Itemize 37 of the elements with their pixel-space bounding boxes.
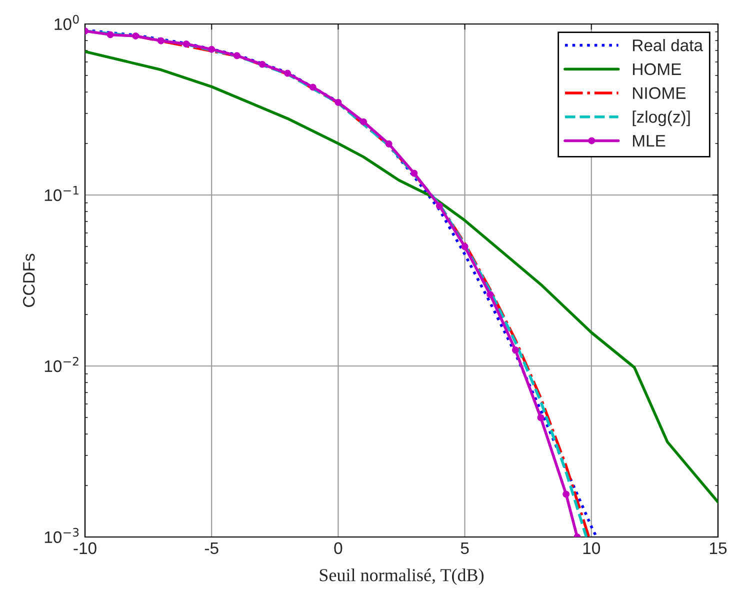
x-tick-label: 15 [710, 542, 727, 554]
point [512, 346, 519, 354]
legend-label: [zlog(z)] [632, 110, 690, 126]
point [360, 118, 367, 126]
point [562, 490, 570, 498]
y-tick-label: 10$^{0}$ [54, 14, 79, 30]
point [486, 291, 494, 298]
point [309, 84, 316, 91]
y-tick-label: 10$^{−1}$ [44, 186, 78, 202]
point [385, 140, 392, 148]
point [537, 414, 544, 422]
point [284, 70, 292, 77]
line-series [85, 50, 718, 504]
legend-label: NIOME [633, 87, 686, 99]
x-tick-label: -10 [74, 542, 96, 554]
point [233, 52, 240, 60]
x-tick-label: 10 [583, 542, 600, 554]
legend-label: HOME [633, 63, 681, 76]
point [157, 37, 164, 44]
x-tick-label: 5 [460, 542, 469, 554]
y-axis-title: CCDFs [22, 254, 35, 307]
point [410, 170, 418, 177]
x-tick-label: 0 [334, 542, 342, 554]
x-tick-label: -5 [204, 542, 218, 554]
point [436, 202, 443, 210]
x-axis-title: Seuil normalisé, T(dB) [320, 568, 484, 585]
point [258, 60, 266, 68]
point [182, 40, 190, 48]
legend-label: Real data [633, 39, 704, 52]
point [132, 32, 140, 40]
point [106, 31, 114, 38]
y-tick-label: 10$^{−3}$ [44, 528, 79, 544]
point [208, 46, 216, 53]
point [461, 243, 468, 250]
legend-label: MLE [633, 135, 666, 147]
point [334, 98, 342, 106]
y-tick-label: 10$^{−2}$ [44, 356, 78, 372]
